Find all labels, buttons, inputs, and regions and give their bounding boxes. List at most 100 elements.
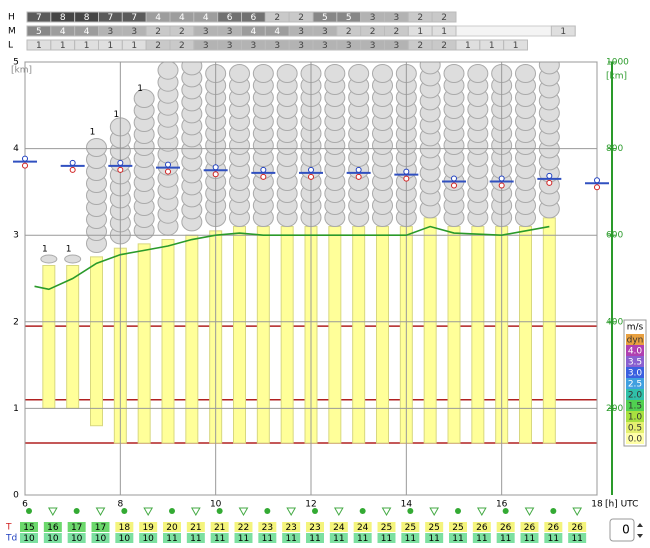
weather-icon bbox=[455, 508, 461, 514]
cover-value: 2 bbox=[298, 13, 304, 23]
cover-value: 2 bbox=[155, 27, 161, 37]
cover-value: 1 bbox=[36, 41, 42, 51]
cover-value: 4 bbox=[203, 13, 209, 23]
thermal-column bbox=[471, 226, 485, 444]
cover-value: 4 bbox=[155, 13, 161, 23]
spinner-arrows[interactable] bbox=[637, 523, 643, 538]
level-dot bbox=[546, 172, 553, 179]
weather-icon bbox=[429, 507, 440, 517]
temp-cell bbox=[401, 522, 420, 532]
legend-label: 2.5 bbox=[628, 380, 642, 390]
temp-cell bbox=[163, 533, 181, 543]
y2-tick-label: 600 bbox=[606, 231, 623, 241]
weather-icon bbox=[73, 508, 80, 514]
cover-value: 8 bbox=[60, 13, 66, 23]
weather-icon bbox=[359, 508, 366, 514]
temp-value: 11 bbox=[333, 534, 344, 544]
temp-value: 11 bbox=[285, 534, 296, 544]
cloud-puff bbox=[40, 254, 58, 264]
cloud bbox=[348, 64, 370, 228]
temp-value: 16 bbox=[47, 523, 59, 533]
cloud-puff bbox=[64, 254, 82, 264]
cloud bbox=[181, 62, 203, 232]
cover-value: 6 bbox=[251, 13, 257, 23]
temp-cell bbox=[20, 522, 38, 532]
cover-value: 4 bbox=[84, 27, 90, 37]
temp-value: 25 bbox=[381, 523, 392, 533]
y-tick-label: 0 bbox=[13, 491, 19, 501]
level-dot bbox=[355, 173, 362, 180]
cloud-puff bbox=[86, 138, 107, 158]
cover-row-name: L bbox=[8, 41, 13, 51]
legend-swatch bbox=[626, 433, 644, 444]
cloud-puff bbox=[467, 64, 489, 84]
spinner-value[interactable]: 0 bbox=[622, 523, 630, 537]
level-dot bbox=[260, 166, 267, 173]
spinner[interactable] bbox=[609, 518, 635, 542]
level-dot bbox=[165, 168, 171, 175]
temp-value: 10 bbox=[95, 534, 107, 544]
cover-value: 3 bbox=[370, 13, 376, 23]
weather-icon bbox=[572, 507, 583, 517]
legend-swatch bbox=[626, 334, 644, 345]
temp-value: 24 bbox=[357, 523, 369, 533]
y-tick-label: 3 bbox=[13, 231, 19, 241]
level-dot bbox=[22, 155, 28, 162]
temp-value: 11 bbox=[166, 534, 177, 544]
cover-value: 1 bbox=[560, 27, 566, 37]
weather-icon bbox=[238, 507, 249, 517]
level-dot bbox=[165, 161, 171, 168]
cover-value: 2 bbox=[417, 41, 423, 51]
x-tick-label: 6 bbox=[22, 500, 28, 510]
thermal-column bbox=[90, 256, 103, 427]
temp-value: 18 bbox=[119, 523, 131, 533]
level-dot bbox=[594, 177, 600, 184]
legend-swatch bbox=[626, 345, 644, 356]
cloud-puff bbox=[348, 64, 370, 84]
temp-cell bbox=[234, 533, 253, 543]
temp-cell bbox=[329, 522, 348, 532]
temp-cell bbox=[210, 522, 229, 532]
temp-cell bbox=[496, 522, 515, 532]
temp-value: 11 bbox=[452, 534, 463, 544]
legend-swatch bbox=[626, 400, 644, 411]
cover-value: 3 bbox=[251, 41, 257, 51]
thermal-column bbox=[233, 226, 246, 444]
cloud bbox=[86, 138, 107, 254]
level-dot bbox=[69, 166, 76, 173]
cover-value: 5 bbox=[36, 27, 42, 37]
temp-cell bbox=[472, 522, 491, 532]
temp-value: 25 bbox=[405, 523, 416, 533]
temp-value: 11 bbox=[190, 534, 201, 544]
temp-value: 26 bbox=[524, 523, 536, 533]
thermal-column bbox=[376, 226, 389, 444]
temp-cell bbox=[43, 533, 62, 543]
temp-value: 23 bbox=[309, 523, 320, 533]
temp-value: 10 bbox=[71, 534, 83, 544]
cover-value: 2 bbox=[179, 41, 185, 51]
cloud bbox=[276, 64, 298, 228]
temp-cell bbox=[139, 533, 158, 543]
weather-icon bbox=[169, 508, 175, 514]
weather-icon bbox=[47, 507, 58, 517]
legend-label: 3.5 bbox=[628, 358, 642, 368]
temp-cell bbox=[115, 533, 134, 543]
cover-value: 5 bbox=[322, 13, 328, 23]
cloud-label: 1 bbox=[42, 244, 48, 254]
temp-cell bbox=[425, 522, 444, 532]
temp-cell bbox=[496, 533, 515, 543]
cover-row-name: M bbox=[8, 27, 16, 37]
temp-cell bbox=[163, 522, 181, 532]
temp-cell bbox=[353, 522, 372, 532]
temp-value: 11 bbox=[548, 534, 559, 544]
level-dot bbox=[451, 175, 457, 182]
cover-value: 3 bbox=[227, 27, 233, 37]
temp-value: 19 bbox=[142, 523, 154, 533]
temp-cell bbox=[353, 533, 372, 543]
thermal-column bbox=[137, 243, 151, 444]
cloud-puff bbox=[252, 64, 274, 84]
temp-cell bbox=[472, 533, 491, 543]
cloud-puff bbox=[276, 64, 298, 84]
temp-cell bbox=[425, 533, 444, 543]
cloud-puff bbox=[515, 64, 536, 84]
